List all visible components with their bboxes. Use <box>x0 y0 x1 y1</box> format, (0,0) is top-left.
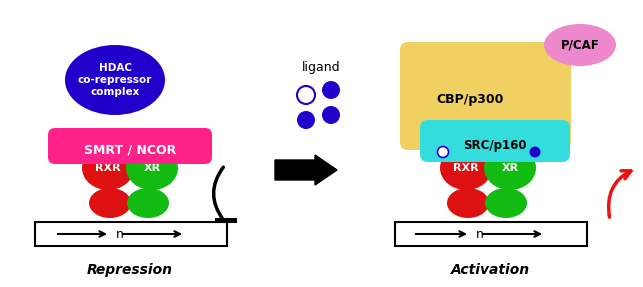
Text: n: n <box>116 228 124 241</box>
Ellipse shape <box>484 146 536 190</box>
Text: XR: XR <box>143 163 161 173</box>
Bar <box>395 222 587 246</box>
Ellipse shape <box>529 146 541 158</box>
Text: RXR: RXR <box>453 163 479 173</box>
Ellipse shape <box>127 188 169 218</box>
Text: XR: XR <box>502 163 518 173</box>
Ellipse shape <box>89 188 131 218</box>
Bar <box>215 218 237 223</box>
Ellipse shape <box>322 81 340 99</box>
Text: Repression: Repression <box>87 263 173 277</box>
Ellipse shape <box>82 146 134 190</box>
Text: Activation: Activation <box>451 263 530 277</box>
Text: CBP/p300: CBP/p300 <box>437 94 503 106</box>
FancyArrow shape <box>275 155 337 185</box>
Text: P/CAF: P/CAF <box>561 38 599 51</box>
Bar <box>35 222 227 246</box>
Ellipse shape <box>485 188 527 218</box>
Text: SRC/p160: SRC/p160 <box>463 139 527 152</box>
FancyBboxPatch shape <box>420 120 570 162</box>
Ellipse shape <box>440 146 492 190</box>
Text: n: n <box>476 228 484 241</box>
Text: HDAC
co-repressor
complex: HDAC co-repressor complex <box>78 63 152 97</box>
Ellipse shape <box>322 106 340 124</box>
FancyBboxPatch shape <box>400 42 571 150</box>
Text: RXR: RXR <box>95 163 121 173</box>
Text: SMRT / NCOR: SMRT / NCOR <box>84 144 176 156</box>
FancyBboxPatch shape <box>48 128 212 164</box>
Ellipse shape <box>297 111 315 129</box>
Ellipse shape <box>126 146 178 190</box>
Text: ligand: ligand <box>302 61 340 75</box>
Ellipse shape <box>544 24 616 66</box>
Ellipse shape <box>447 188 489 218</box>
Ellipse shape <box>437 146 449 158</box>
Ellipse shape <box>297 86 315 104</box>
Ellipse shape <box>65 45 165 115</box>
